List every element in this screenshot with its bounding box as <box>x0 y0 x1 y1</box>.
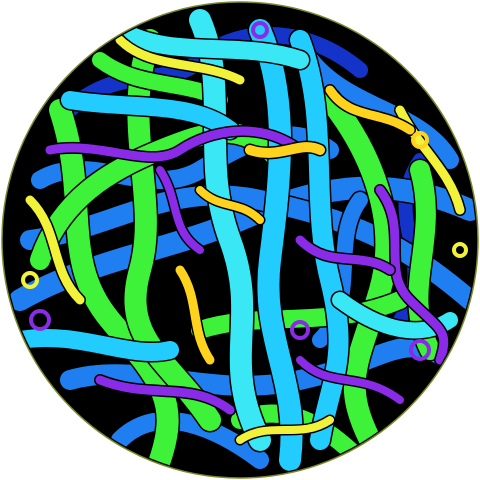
knot-band <box>249 19 303 471</box>
knot-band <box>296 356 404 404</box>
knot-curl <box>411 131 429 149</box>
knot-band <box>61 91 239 139</box>
knot-band <box>236 416 334 444</box>
knot-band <box>95 375 235 415</box>
knot-band <box>189 9 271 451</box>
knot-band <box>245 142 325 158</box>
knot-band <box>175 265 215 365</box>
knot-band <box>60 337 460 396</box>
knot-band <box>11 328 179 362</box>
knot-curl <box>251 21 269 39</box>
knot-band <box>25 195 85 305</box>
knot-curl <box>21 271 39 289</box>
knot-band <box>196 186 264 224</box>
knot-band <box>45 126 305 162</box>
knot-curl <box>290 320 310 340</box>
knot-band <box>290 30 349 450</box>
knot-curl <box>452 242 468 258</box>
knot-band <box>156 166 204 254</box>
knot-band <box>301 51 459 169</box>
knot-band <box>111 411 269 469</box>
knot-band <box>325 85 415 135</box>
knot-curl <box>51 431 69 449</box>
knot-band <box>375 185 449 365</box>
knot-band <box>115 35 245 85</box>
knot-curl <box>409 339 431 361</box>
knot-band <box>20 185 476 310</box>
knot-band <box>191 291 409 339</box>
knot-band <box>295 235 395 275</box>
knot-band <box>111 21 309 69</box>
knot-bands <box>7 7 476 473</box>
knot-band <box>319 89 398 451</box>
knot-band <box>49 99 179 471</box>
knot-curl <box>29 309 51 331</box>
